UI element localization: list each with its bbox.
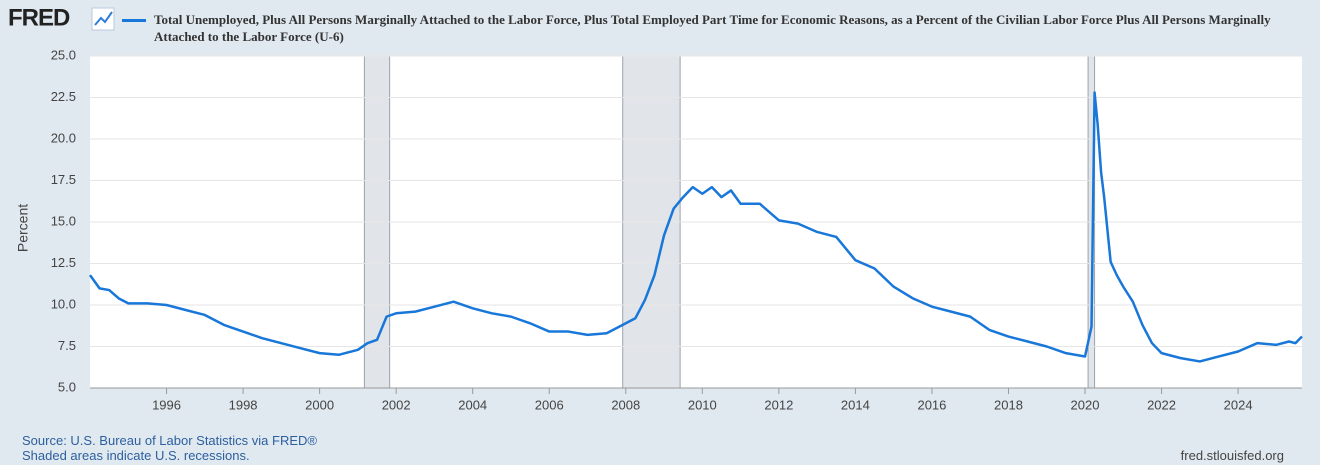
x-tick-label: 2014	[841, 397, 870, 412]
x-tick-label: 2012	[764, 397, 793, 412]
legend: Total Unemployed, Plus All Persons Margi…	[122, 11, 1274, 45]
x-tick-label: 2010	[688, 397, 717, 412]
y-tick-label: 12.5	[51, 255, 76, 270]
y-tick-label: 10.0	[51, 296, 76, 311]
x-tick-label: 2020	[1071, 397, 1100, 412]
x-tick-label: 2008	[611, 397, 640, 412]
legend-key	[122, 19, 146, 22]
y-tick-label: 20.0	[51, 130, 76, 145]
y-tick-label: 22.5	[51, 89, 76, 104]
x-tick-label: 2024	[1224, 397, 1253, 412]
y-tick-label: 5.0	[58, 379, 76, 394]
site: fred.stlouisfed.org	[1180, 448, 1284, 463]
logo: FRED	[8, 4, 70, 31]
x-tick-label: 2016	[917, 397, 946, 412]
x-tick-label: 1996	[152, 397, 181, 412]
x-tick-label: 2000	[305, 397, 334, 412]
y-tick-label: 7.5	[58, 338, 76, 353]
y-tick-label: 25.0	[51, 47, 76, 62]
x-tick-label: 2002	[382, 397, 411, 412]
x-tick-label: 1998	[229, 397, 258, 412]
x-tick-label: 2004	[458, 397, 487, 412]
legend-label: Total Unemployed, Plus All Persons Margi…	[154, 12, 1271, 44]
y-axis-label: Percent	[15, 204, 31, 252]
series-line	[88, 91, 1303, 363]
y-tick-label: 17.5	[51, 172, 76, 187]
source: Source: U.S. Bureau of Labor Statistics …	[22, 433, 317, 448]
y-tick-label: 15.0	[51, 213, 76, 228]
x-tick-label: 2018	[994, 397, 1023, 412]
x-tick-label: 2022	[1147, 397, 1176, 412]
logo-icon	[91, 7, 115, 31]
note: Shaded areas indicate U.S. recessions.	[22, 448, 250, 463]
x-tick-label: 2006	[535, 397, 564, 412]
